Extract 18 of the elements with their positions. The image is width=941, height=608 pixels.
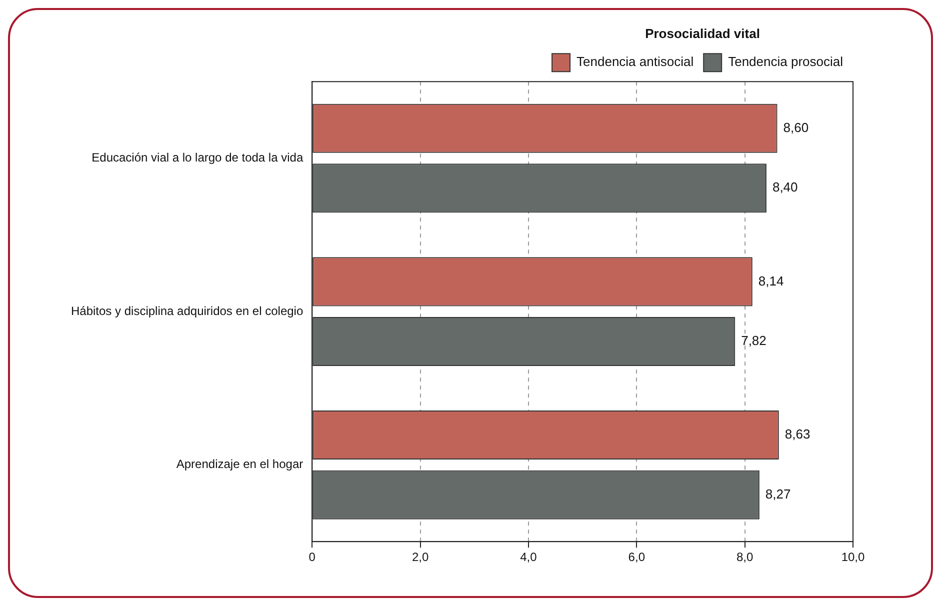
data-label: 8,14: [758, 273, 784, 288]
data-label: 8,27: [765, 486, 791, 502]
legend-label: Tendencia prosocial: [728, 54, 844, 70]
y-tick-label: Hábitos y disciplina adquiridos en el colegio: [70, 304, 304, 318]
x-tick-label: 10,0: [841, 550, 865, 564]
x-tick-label: 2,0: [412, 550, 429, 564]
x-tick-label: 6,0: [628, 550, 646, 564]
data-label: 8,63: [784, 426, 810, 442]
x-tick-label: 8,0: [736, 550, 754, 564]
y-tick-label: Educación vial a lo largo de toda la vida: [92, 150, 304, 165]
legend-title: Prosocialidad vital: [645, 26, 760, 42]
legend-label: Tendencia antisocial: [576, 54, 694, 70]
x-tick-label: 4,0: [520, 550, 538, 564]
data-label: 7,82: [741, 333, 766, 348]
data-label: 8,60: [783, 120, 809, 135]
x-tick-label: 0: [308, 550, 316, 564]
data-label: 8,40: [772, 180, 798, 195]
y-tick-label: Aprendizaje en el hogar: [176, 457, 304, 472]
